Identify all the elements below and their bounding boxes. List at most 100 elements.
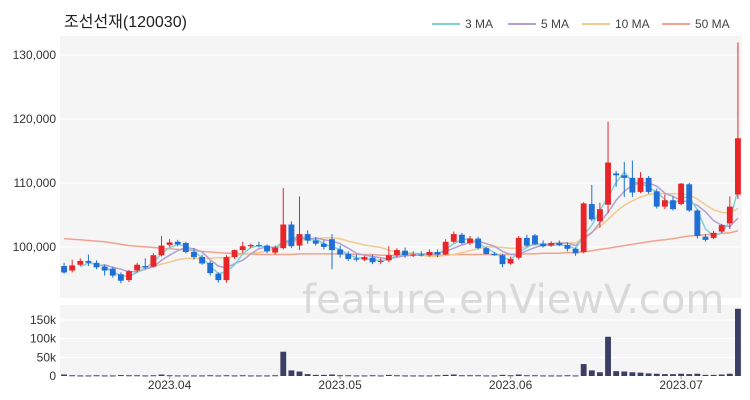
candle-body [426, 251, 433, 256]
price-axis: 100,000 110,000 120,000 130,000 [13, 48, 57, 254]
candle [637, 172, 644, 194]
candle [726, 196, 733, 229]
candle [580, 202, 587, 254]
candle [491, 251, 498, 256]
candle [247, 243, 254, 249]
volume-bar [182, 375, 189, 377]
candle-body [85, 260, 92, 263]
volume-bar [523, 375, 530, 377]
volume-bar [621, 371, 628, 376]
candle [93, 260, 100, 270]
candle [304, 230, 311, 244]
candle [572, 247, 579, 256]
candle [207, 260, 214, 276]
candle-body [69, 265, 76, 271]
candle-body [645, 177, 652, 192]
candle-body [361, 257, 368, 260]
candle [556, 240, 563, 247]
candle [645, 175, 652, 194]
candle-body [329, 239, 335, 251]
chart-title: 조선선재(120030) [64, 13, 187, 31]
candle [434, 249, 441, 258]
candle-body [223, 257, 230, 281]
candle [426, 249, 433, 257]
volume-bar [686, 374, 693, 376]
volume-bar [450, 374, 457, 376]
volume-bar [507, 375, 514, 377]
candle [77, 258, 84, 267]
candle-body [670, 200, 676, 210]
candle [402, 247, 408, 258]
volume-bar [645, 373, 652, 376]
candle-body [191, 251, 197, 258]
candle [272, 245, 279, 255]
volume-bar [548, 375, 555, 377]
date-tick-label: 2023.04 [148, 378, 192, 392]
candle-body [264, 245, 270, 252]
date-tick-label: 2023.07 [659, 378, 703, 392]
candle-body [199, 257, 206, 264]
candle [85, 254, 92, 267]
candle-body [239, 246, 246, 251]
candle [596, 202, 603, 228]
candle-body [418, 254, 425, 256]
candle [710, 230, 717, 240]
volume-bar [369, 375, 376, 377]
volume-bar [199, 375, 206, 377]
candle-body [255, 244, 262, 246]
volume-bar [394, 375, 400, 377]
volume-tick-label: 0 [49, 369, 56, 383]
date-tick-label: 2023.05 [318, 378, 362, 392]
candle-body [247, 244, 254, 247]
candle [483, 246, 490, 255]
candle-body [702, 236, 709, 240]
candle [134, 262, 141, 273]
candle [613, 170, 620, 187]
candle-body [142, 266, 149, 268]
volume-tick-label: 100k [30, 332, 57, 346]
volume-bar [312, 374, 319, 376]
candle [174, 239, 181, 247]
candle [621, 161, 628, 198]
watermark: feature.enViewV.com [302, 277, 724, 323]
volume-bar [458, 375, 465, 377]
candle-body [588, 204, 595, 220]
candle-body [556, 243, 563, 245]
volume-bar [710, 374, 717, 376]
candle [377, 258, 384, 265]
candle-body [174, 241, 181, 245]
candle-body [564, 244, 571, 249]
volume-bar [580, 364, 587, 376]
candle [588, 184, 595, 222]
candle-body [385, 255, 392, 261]
candle-body [345, 253, 352, 260]
volume-bar [588, 370, 595, 376]
candle-body [710, 232, 717, 238]
volume-bar [596, 372, 603, 376]
volume-bar [629, 372, 636, 376]
volume-bar [272, 375, 279, 377]
candle [264, 244, 270, 254]
volume-bar [288, 370, 295, 376]
volume-bar [442, 374, 449, 376]
volume-bar [142, 375, 149, 377]
volume-bar [605, 336, 611, 376]
candle [458, 232, 465, 245]
legend-50ma-label: 50 MA [695, 17, 730, 31]
candle [231, 249, 238, 260]
volume-bar [93, 375, 100, 377]
candle-body [515, 237, 522, 258]
candle-body [442, 241, 449, 255]
candle [142, 258, 149, 270]
volume-bar [735, 308, 741, 376]
candle-body [532, 235, 538, 245]
volume-bar [134, 375, 141, 377]
candle [158, 236, 165, 257]
candle-body [109, 268, 116, 276]
candle-body [182, 243, 189, 252]
candle-body [718, 225, 725, 232]
candle [296, 196, 303, 251]
candle-body [337, 249, 344, 255]
candle-body [353, 258, 360, 260]
